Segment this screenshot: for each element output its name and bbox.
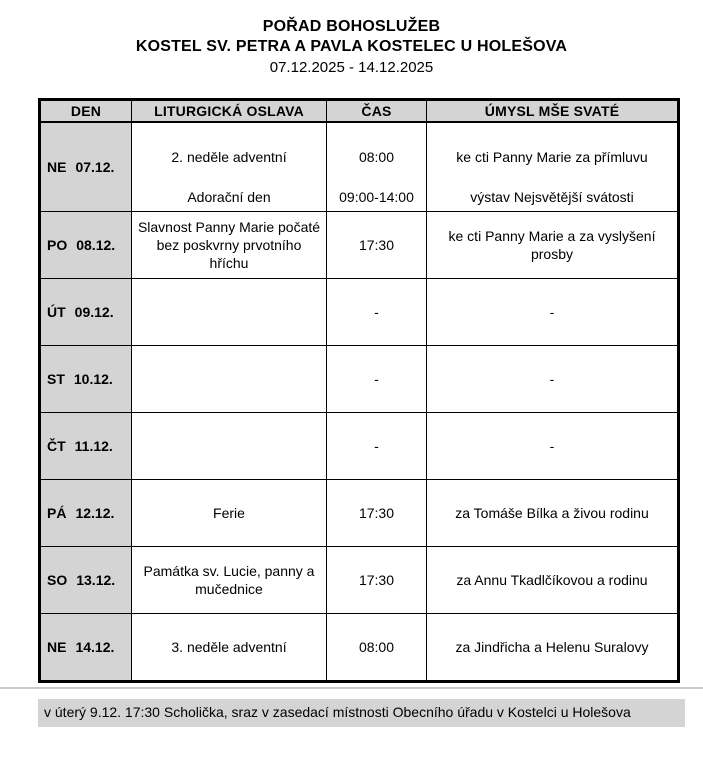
day-abbr: NE xyxy=(47,639,67,655)
day-cell: NE 07.12. xyxy=(39,121,132,212)
liturgy-cell: 3. neděle adventní xyxy=(131,613,327,682)
liturgy-cell xyxy=(131,278,327,346)
intention-primary: ke cti Panny Marie za přímluvu xyxy=(456,148,648,165)
intention-cell: ke cti Panny Marie za přímluvu výstav Ne… xyxy=(426,121,679,212)
day-abbr: PÁ xyxy=(47,505,67,521)
day-date: 08.12. xyxy=(76,237,116,253)
time-secondary: 09:00-14:00 xyxy=(339,189,414,205)
day-date: 13.12. xyxy=(76,572,116,588)
table-row-monday: PO 08.12. Slavnost Panny Marie počaté bez… xyxy=(39,211,679,279)
liturgy-cell xyxy=(131,345,327,413)
date-range: 07.12.2025 - 14.12.2025 xyxy=(269,59,434,76)
page-title: POŘAD BOHOSLUŽEB xyxy=(262,18,441,35)
liturgy-cell: 2. neděle adventní Adorační den xyxy=(131,121,327,212)
header-row: DEN LITURGICKÁ OSLAVA ČAS ÚMYSL MŠE SVAT… xyxy=(39,99,679,123)
day-cell: ÚT 09.12. xyxy=(39,278,132,346)
day-cell: ST 10.12. xyxy=(39,345,132,413)
table-row-thursday: ČT 11.12. - - xyxy=(39,412,679,480)
header-intention: ÚMYSL MŠE SVATÉ xyxy=(426,99,679,123)
day-abbr: NE xyxy=(47,159,67,175)
day-abbr: ST xyxy=(47,371,65,387)
table-row-wednesday: ST 10.12. - - xyxy=(39,345,679,413)
intention-cell: ke cti Panny Marie a za vyslyšení prosby xyxy=(426,211,679,279)
intention-cell: - xyxy=(426,412,679,480)
liturgy-cell xyxy=(131,412,327,480)
liturgy-cell: Ferie xyxy=(131,479,327,547)
liturgy-primary: 2. neděle adventní xyxy=(171,148,287,165)
day-abbr: SO xyxy=(47,572,68,588)
day-date: 09.12. xyxy=(74,304,114,320)
day-abbr: ÚT xyxy=(47,304,66,320)
time-cell: - xyxy=(326,345,427,413)
table-row-friday: PÁ 12.12. Ferie 17:30 za Tomáše Bílka a ž… xyxy=(39,479,679,547)
intention-cell: - xyxy=(426,345,679,413)
day-cell: NE 14.12. xyxy=(39,613,132,682)
footer-note: v úterý 9.12. 17:30 Scholička, sraz v za… xyxy=(38,699,685,727)
table-row-saturday: SO 13.12. Památka sv. Lucie, panny a muče… xyxy=(39,546,679,614)
table-row-tuesday: ÚT 09.12. - - xyxy=(39,278,679,346)
liturgy-cell: Slavnost Panny Marie počaté bez poskvrny… xyxy=(131,211,327,279)
time-cell: 17:30 xyxy=(326,479,427,547)
intention-secondary: výstav Nejsvětější svátosti xyxy=(470,189,634,205)
time-cell: - xyxy=(326,278,427,346)
intention-cell: za Tomáše Bílka a živou rodinu xyxy=(426,479,679,547)
day-cell: PÁ 12.12. xyxy=(39,479,132,547)
day-date: 14.12. xyxy=(75,639,115,655)
church-title: KOSTEL SV. PETRA A PAVLA KOSTELEC U HOLE… xyxy=(135,38,568,55)
divider-rule xyxy=(0,687,703,689)
liturgy-cell: Památka sv. Lucie, panny a mučednice xyxy=(131,546,327,614)
liturgy-secondary: Adorační den xyxy=(187,189,271,205)
day-date: 11.12. xyxy=(74,438,113,454)
schedule-table: DEN LITURGICKÁ OSLAVA ČAS ÚMYSL MŠE SVAT… xyxy=(38,98,680,683)
header-liturgy: LITURGICKÁ OSLAVA xyxy=(131,99,327,123)
time-cell: 08:00 09:00-14:00 xyxy=(326,121,427,212)
intention-cell: - xyxy=(426,278,679,346)
day-cell: PO 08.12. xyxy=(39,211,132,279)
day-cell: ČT 11.12. xyxy=(39,412,132,480)
intention-cell: za Annu Tkadlčíkovou a rodinu xyxy=(426,546,679,614)
time-cell: 17:30 xyxy=(326,211,427,279)
time-primary: 08:00 xyxy=(358,148,395,165)
header-day: DEN xyxy=(39,99,132,123)
day-cell: SO 13.12. xyxy=(39,546,132,614)
time-cell: 17:30 xyxy=(326,546,427,614)
intention-cell: za Jindřicha a Helenu Suralovy xyxy=(426,613,679,682)
day-date: 12.12. xyxy=(75,505,115,521)
day-abbr: ČT xyxy=(47,438,66,454)
day-date: 10.12. xyxy=(73,371,113,387)
header-time: ČAS xyxy=(326,99,427,123)
table-row-sunday-2: NE 14.12. 3. neděle adventní 08:00 za Jin… xyxy=(39,613,679,682)
table-row-sunday-1: NE 07.12. 2. neděle adventní Adorační den… xyxy=(39,121,679,212)
time-cell: - xyxy=(326,412,427,480)
document-header: POŘAD BOHOSLUŽEB KOSTEL SV. PETRA A PAVL… xyxy=(0,17,703,78)
day-abbr: PO xyxy=(47,237,68,253)
day-date: 07.12. xyxy=(75,159,115,175)
time-cell: 08:00 xyxy=(326,613,427,682)
